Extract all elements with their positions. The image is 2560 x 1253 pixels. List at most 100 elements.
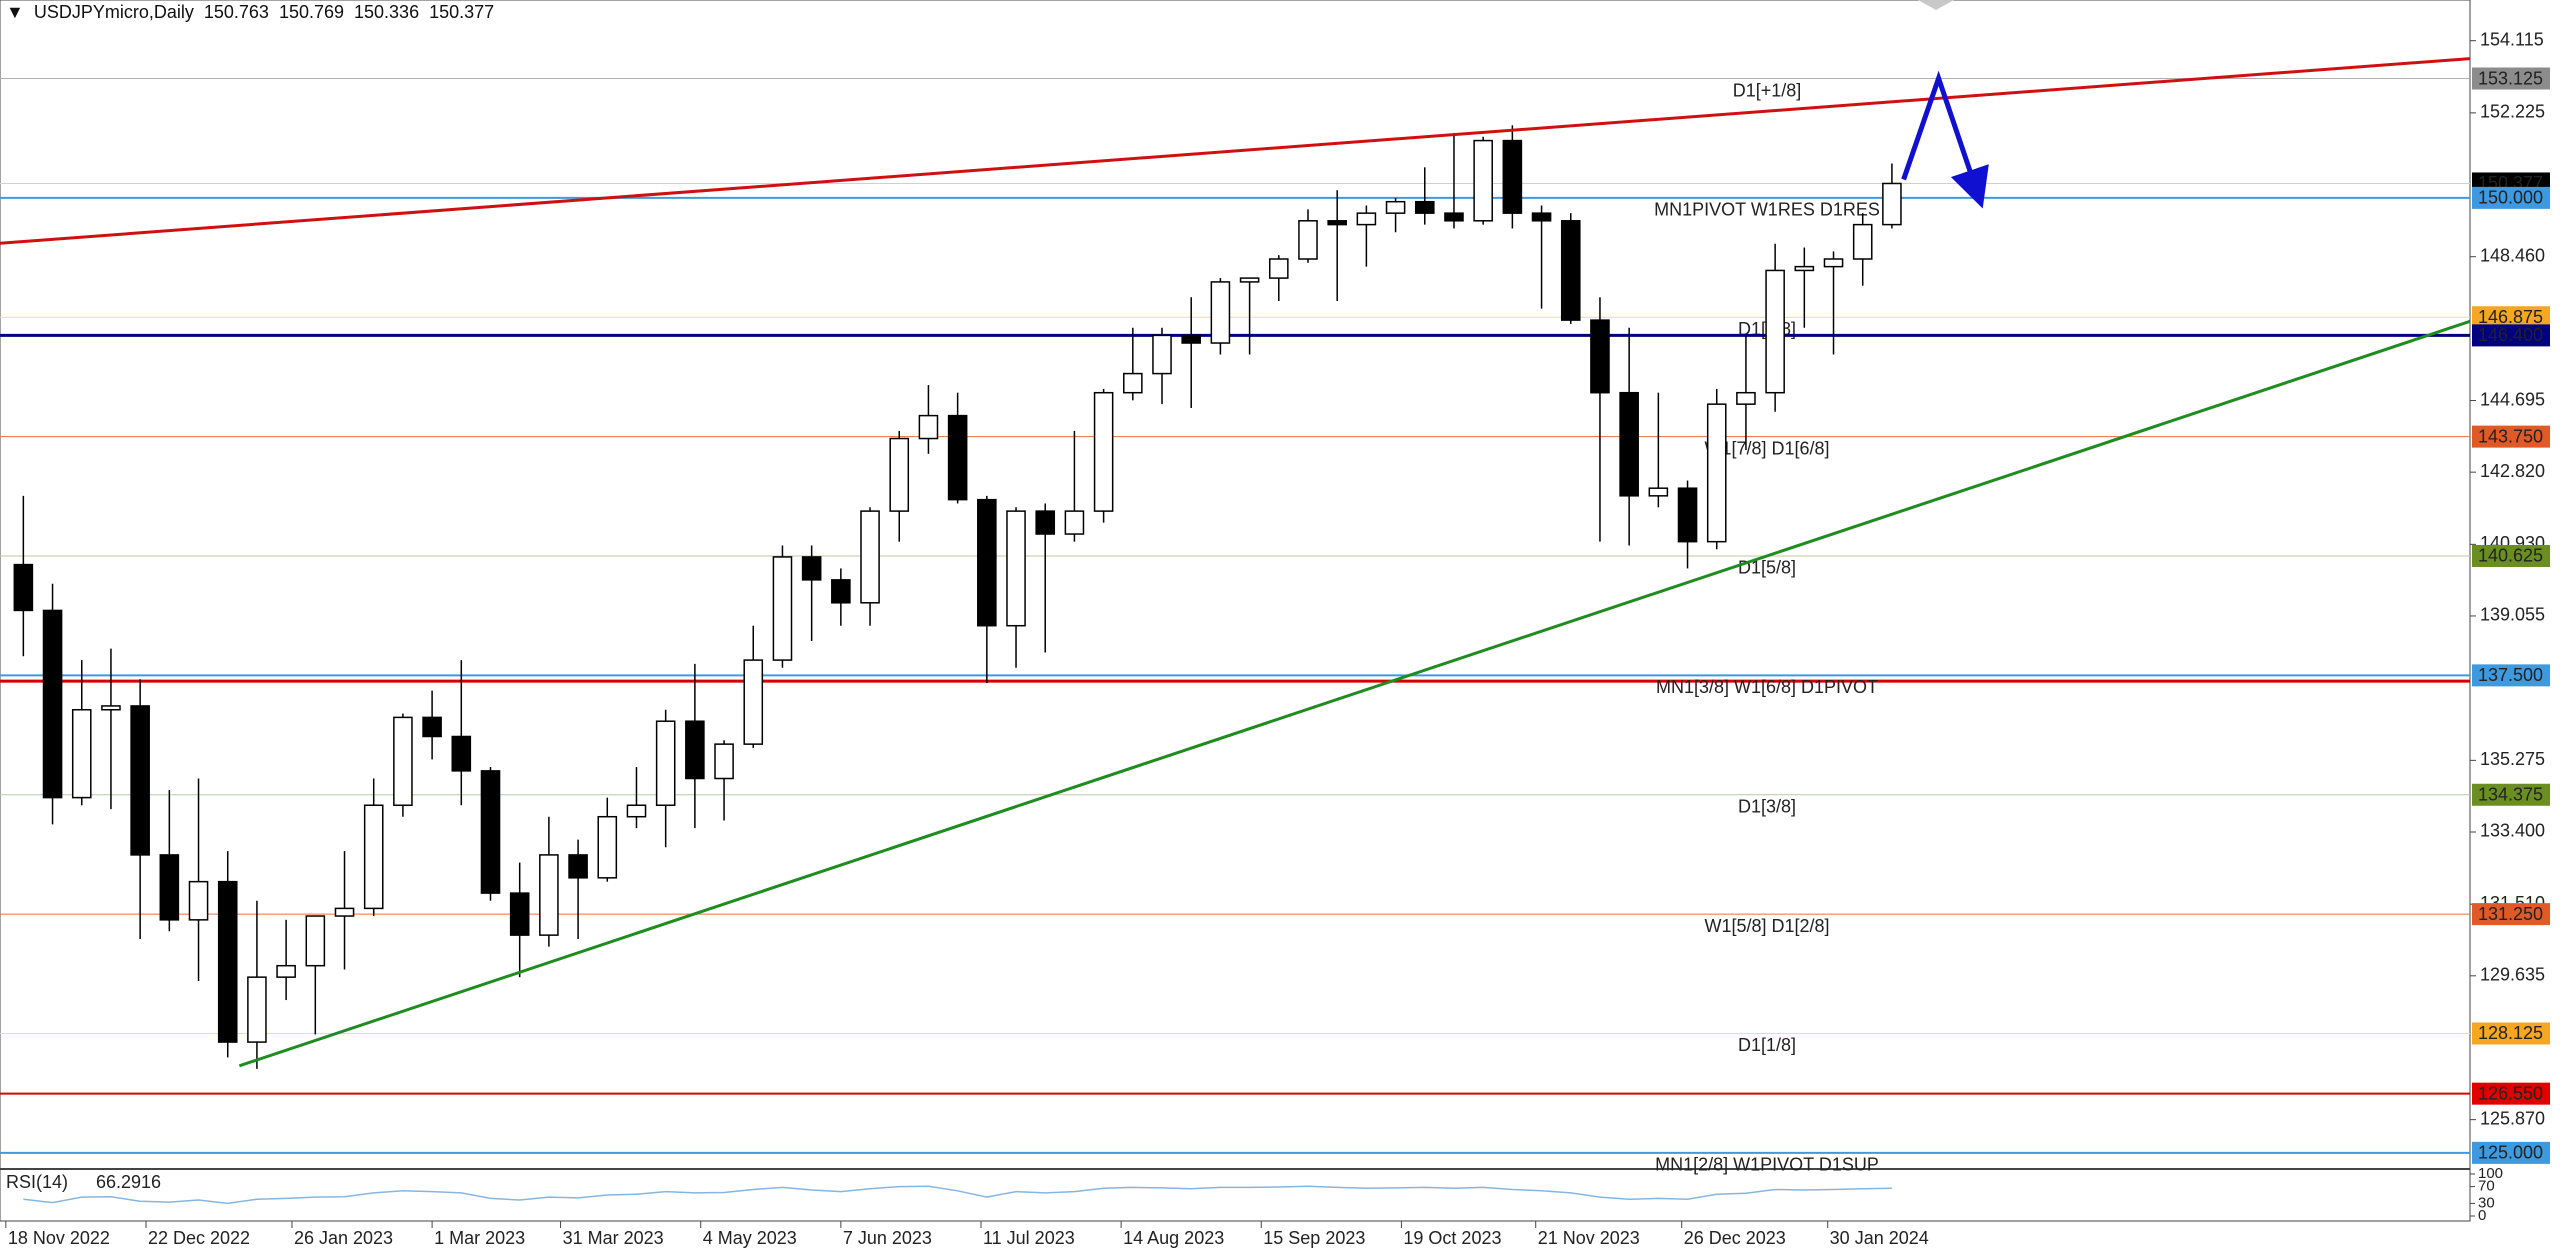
rsi-value: 66.2916 xyxy=(96,1172,161,1192)
level-name: D1[+1/8] xyxy=(1733,80,1802,100)
candle-body xyxy=(1590,319,1610,394)
level-name: MN1[3/8] W1[6/8] D1PIVOT xyxy=(1656,677,1878,697)
x-tick-label: 15 Sep 2023 xyxy=(1263,1228,1365,1248)
candle-body xyxy=(1882,182,1902,226)
ohlc-open: 150.763 xyxy=(203,2,269,22)
x-tick-label: 21 Nov 2023 xyxy=(1538,1228,1640,1248)
x-tick-label: 26 Jan 2023 xyxy=(294,1228,393,1248)
shift-marker xyxy=(1918,0,1954,10)
candle-body xyxy=(1648,487,1669,497)
candle-body xyxy=(1356,212,1377,226)
candle-body xyxy=(626,804,647,818)
price-tag xyxy=(2472,324,2550,347)
candle-body xyxy=(451,735,472,772)
price-tag-label: 126.550 xyxy=(2478,1083,2543,1103)
x-tick-label: 11 Jul 2023 xyxy=(983,1228,1075,1248)
x-tick-label: 1 Mar 2023 xyxy=(434,1228,525,1248)
rsi-line xyxy=(23,1185,1892,1205)
rsi-tick-label: 0 xyxy=(2478,1207,2486,1224)
y-tick-label: 129.635 xyxy=(2480,965,2545,985)
price-tag xyxy=(2472,1141,2550,1164)
candle-body xyxy=(480,770,501,894)
price-tag-label: 128.125 xyxy=(2478,1023,2543,1043)
price-tag xyxy=(2472,903,2550,926)
rsi-tick-label: 70 xyxy=(2478,1178,2495,1195)
candle-body xyxy=(188,880,209,921)
candle-body xyxy=(1035,510,1056,535)
candle-body xyxy=(1619,391,1639,497)
candle-body xyxy=(276,964,296,978)
candle-body xyxy=(1531,212,1552,222)
price-tag xyxy=(2472,1022,2550,1045)
level-name: D1[3/8] xyxy=(1738,796,1796,816)
candle-body xyxy=(1298,220,1318,260)
candle-body xyxy=(714,743,734,780)
ohlc-close: 150.377 xyxy=(429,2,495,22)
candle-body xyxy=(13,563,34,612)
ohlc-low: 150.336 xyxy=(354,2,420,22)
symbol: USDJPYmicro,Daily xyxy=(33,2,194,22)
candle-body xyxy=(977,498,997,627)
price-tag xyxy=(2472,783,2550,806)
candle-body xyxy=(1706,403,1727,543)
candle-body xyxy=(772,556,793,661)
price-tag xyxy=(2472,306,2550,329)
candle-body xyxy=(1502,139,1523,214)
candle-body xyxy=(247,976,267,1043)
candle-body xyxy=(1444,212,1464,222)
candle-body xyxy=(42,609,63,799)
candle-body xyxy=(801,556,822,581)
candle-body xyxy=(655,720,676,806)
candle-body xyxy=(1823,258,1844,268)
price-tag xyxy=(2472,1082,2550,1105)
y-tick-label: 125.870 xyxy=(2480,1108,2545,1128)
y-tick-label: 152.225 xyxy=(2480,102,2545,122)
level-name: D1[5/8] xyxy=(1738,558,1796,578)
x-tick-label: 22 Dec 2022 xyxy=(148,1228,250,1248)
candle-body xyxy=(130,705,150,856)
price-tag xyxy=(2472,544,2550,567)
candle-body xyxy=(1123,372,1143,394)
level-name: MN1[2/8] W1PIVOT D1SUP xyxy=(1655,1155,1879,1175)
candle-body xyxy=(860,510,880,604)
level-name: W1[7/8] D1[6/8] xyxy=(1704,438,1829,458)
candle-body xyxy=(393,716,413,806)
price-tag-label: 146.875 xyxy=(2478,307,2543,327)
y-tick-label: 148.460 xyxy=(2480,245,2545,265)
rsi-tick-label: 100 xyxy=(2478,1165,2503,1182)
candle-body xyxy=(334,907,355,917)
candle-body xyxy=(831,579,851,604)
price-tag-label: 146.400 xyxy=(2478,325,2543,345)
price-tag xyxy=(2472,186,2550,209)
candle-body xyxy=(71,708,92,799)
candle-body xyxy=(363,804,384,910)
candle-body xyxy=(217,880,238,1043)
candle-body xyxy=(1093,391,1114,512)
level-name: D1[1/8] xyxy=(1738,1035,1796,1055)
x-tick-label: 4 May 2023 xyxy=(703,1228,797,1248)
y-tick-label: 139.055 xyxy=(2480,605,2545,625)
trendline xyxy=(0,57,2471,245)
candle-body xyxy=(1852,223,1873,260)
x-tick-label: 14 Aug 2023 xyxy=(1123,1228,1224,1248)
rsi-title: RSI(14) xyxy=(6,1172,68,1192)
y-tick-label: 135.275 xyxy=(2480,749,2545,769)
candle-body xyxy=(1736,391,1756,405)
price-tag-label: 134.375 xyxy=(2478,784,2543,804)
candle-body xyxy=(1152,334,1172,375)
candle-body xyxy=(685,720,705,780)
candle-body xyxy=(1765,269,1785,394)
candle-body xyxy=(1181,334,1202,344)
level-name: MN1PIVOT W1RES D1RES xyxy=(1654,200,1880,220)
candle-body xyxy=(1473,139,1493,222)
candle-body xyxy=(947,414,968,501)
y-tick-label: 144.695 xyxy=(2480,389,2545,409)
candle-body xyxy=(1268,258,1289,279)
candle-body xyxy=(1064,510,1085,535)
plot-frame xyxy=(0,0,2471,1222)
x-tick-label: 19 Oct 2023 xyxy=(1403,1228,1501,1248)
forecast-arrow xyxy=(1901,70,1989,209)
candle-body xyxy=(422,716,442,738)
candle-body xyxy=(1414,200,1435,214)
